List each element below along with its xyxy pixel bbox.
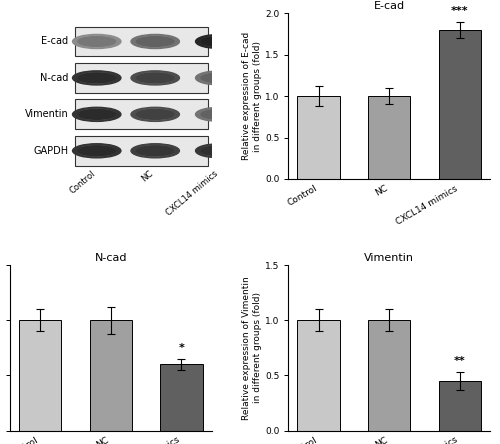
- Ellipse shape: [201, 73, 238, 83]
- Ellipse shape: [89, 40, 104, 43]
- Y-axis label: Relative expression of Vimentin
in different groups (fold): Relative expression of Vimentin in diffe…: [242, 276, 262, 420]
- Ellipse shape: [196, 71, 244, 85]
- Ellipse shape: [136, 73, 174, 83]
- Ellipse shape: [196, 35, 244, 48]
- Ellipse shape: [148, 149, 163, 153]
- Ellipse shape: [78, 73, 116, 83]
- Text: NC: NC: [140, 169, 155, 184]
- Ellipse shape: [136, 109, 174, 119]
- Ellipse shape: [201, 146, 238, 156]
- Ellipse shape: [136, 146, 174, 156]
- Ellipse shape: [84, 147, 110, 155]
- Ellipse shape: [196, 107, 244, 121]
- Text: *: *: [178, 343, 184, 353]
- Ellipse shape: [201, 109, 238, 119]
- Ellipse shape: [196, 144, 244, 158]
- Ellipse shape: [212, 149, 228, 153]
- Ellipse shape: [89, 76, 104, 79]
- Ellipse shape: [206, 38, 233, 45]
- Ellipse shape: [201, 36, 238, 47]
- Ellipse shape: [142, 38, 169, 45]
- Ellipse shape: [206, 147, 233, 155]
- Text: ***: ***: [451, 6, 468, 16]
- Bar: [298, 320, 340, 431]
- Ellipse shape: [201, 146, 238, 156]
- Ellipse shape: [78, 73, 116, 83]
- Ellipse shape: [142, 147, 169, 155]
- Ellipse shape: [148, 113, 163, 116]
- Text: Vimentin: Vimentin: [24, 109, 68, 119]
- Ellipse shape: [136, 73, 174, 83]
- Ellipse shape: [72, 107, 121, 121]
- FancyBboxPatch shape: [74, 27, 208, 56]
- Ellipse shape: [201, 109, 238, 119]
- Ellipse shape: [131, 71, 180, 85]
- Text: N-cad: N-cad: [40, 73, 68, 83]
- Ellipse shape: [78, 109, 116, 119]
- Ellipse shape: [131, 144, 180, 158]
- Ellipse shape: [72, 144, 121, 158]
- Ellipse shape: [131, 107, 180, 121]
- Ellipse shape: [78, 146, 116, 156]
- Ellipse shape: [142, 111, 169, 118]
- Bar: [438, 30, 481, 179]
- Bar: [298, 96, 340, 179]
- Ellipse shape: [78, 36, 116, 47]
- Bar: [90, 320, 132, 431]
- Ellipse shape: [131, 35, 180, 48]
- Ellipse shape: [136, 109, 174, 119]
- Title: N-cad: N-cad: [94, 253, 127, 263]
- Ellipse shape: [84, 38, 110, 45]
- Ellipse shape: [148, 76, 163, 79]
- Ellipse shape: [142, 75, 169, 81]
- Ellipse shape: [78, 36, 116, 47]
- Ellipse shape: [206, 75, 233, 81]
- Ellipse shape: [136, 36, 174, 47]
- Bar: [19, 320, 61, 431]
- Ellipse shape: [84, 75, 110, 81]
- Ellipse shape: [89, 113, 104, 116]
- Ellipse shape: [206, 111, 233, 118]
- Ellipse shape: [89, 149, 104, 153]
- FancyBboxPatch shape: [74, 99, 208, 129]
- Text: Control: Control: [68, 169, 96, 195]
- Ellipse shape: [201, 73, 238, 83]
- Ellipse shape: [212, 40, 228, 43]
- Ellipse shape: [212, 113, 228, 116]
- Ellipse shape: [78, 146, 116, 156]
- Title: E-cad: E-cad: [374, 1, 404, 11]
- Bar: [368, 320, 410, 431]
- Ellipse shape: [84, 111, 110, 118]
- FancyBboxPatch shape: [74, 136, 208, 166]
- Title: Vimentin: Vimentin: [364, 253, 414, 263]
- Text: E-cad: E-cad: [42, 36, 68, 47]
- Bar: [160, 365, 202, 431]
- Text: **: **: [454, 357, 466, 366]
- Ellipse shape: [148, 40, 163, 43]
- Ellipse shape: [72, 35, 121, 48]
- Bar: [438, 381, 481, 431]
- Ellipse shape: [78, 109, 116, 119]
- Ellipse shape: [136, 36, 174, 47]
- FancyBboxPatch shape: [74, 63, 208, 93]
- Text: CXCL14 mimics: CXCL14 mimics: [164, 169, 220, 218]
- Ellipse shape: [72, 71, 121, 85]
- Bar: [368, 96, 410, 179]
- Ellipse shape: [201, 36, 238, 47]
- Y-axis label: Relative expression of E-cad
in different groups (fold): Relative expression of E-cad in differen…: [242, 32, 262, 160]
- Text: GAPDH: GAPDH: [34, 146, 68, 156]
- Ellipse shape: [136, 146, 174, 156]
- Ellipse shape: [212, 76, 228, 79]
